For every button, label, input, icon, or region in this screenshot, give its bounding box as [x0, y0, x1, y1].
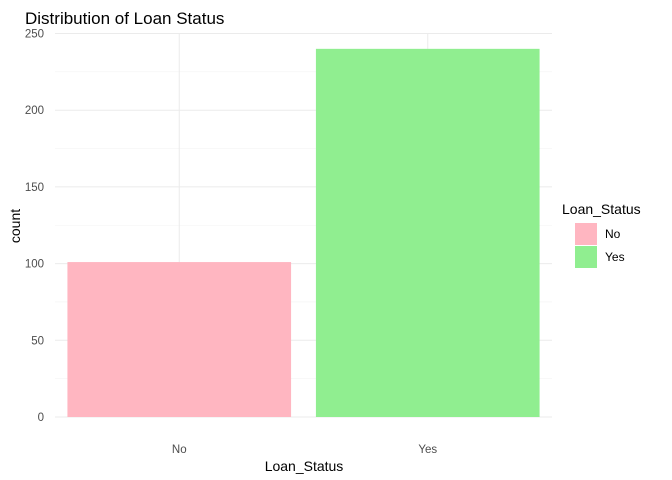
y-tick-label: 100 [25, 259, 44, 271]
y-axis-ticks: 0 50 100 150 200 250 [25, 29, 44, 425]
bar-no [67, 262, 292, 417]
y-tick-label: 50 [31, 335, 44, 347]
x-tick-label: No [172, 444, 187, 456]
legend-title: Loan_Status [562, 201, 641, 217]
y-tick-label: 150 [25, 182, 44, 194]
chart-title: Distribution of Loan Status [25, 9, 224, 28]
y-tick-label: 0 [38, 412, 44, 424]
legend-key-yes [575, 246, 597, 268]
y-tick-label: 200 [25, 105, 44, 117]
y-tick-label: 250 [25, 29, 44, 41]
y-axis-title: count [7, 209, 23, 243]
bar-yes [315, 48, 540, 418]
legend: Loan_Status No Yes [562, 201, 641, 268]
x-tick-label: Yes [418, 444, 437, 456]
legend-key-no [575, 223, 597, 245]
x-axis-title: Loan_Status [265, 458, 344, 474]
legend-label-yes: Yes [605, 250, 625, 264]
bars [67, 48, 540, 418]
legend-label-no: No [605, 227, 621, 241]
x-axis-ticks: No Yes [172, 444, 437, 456]
